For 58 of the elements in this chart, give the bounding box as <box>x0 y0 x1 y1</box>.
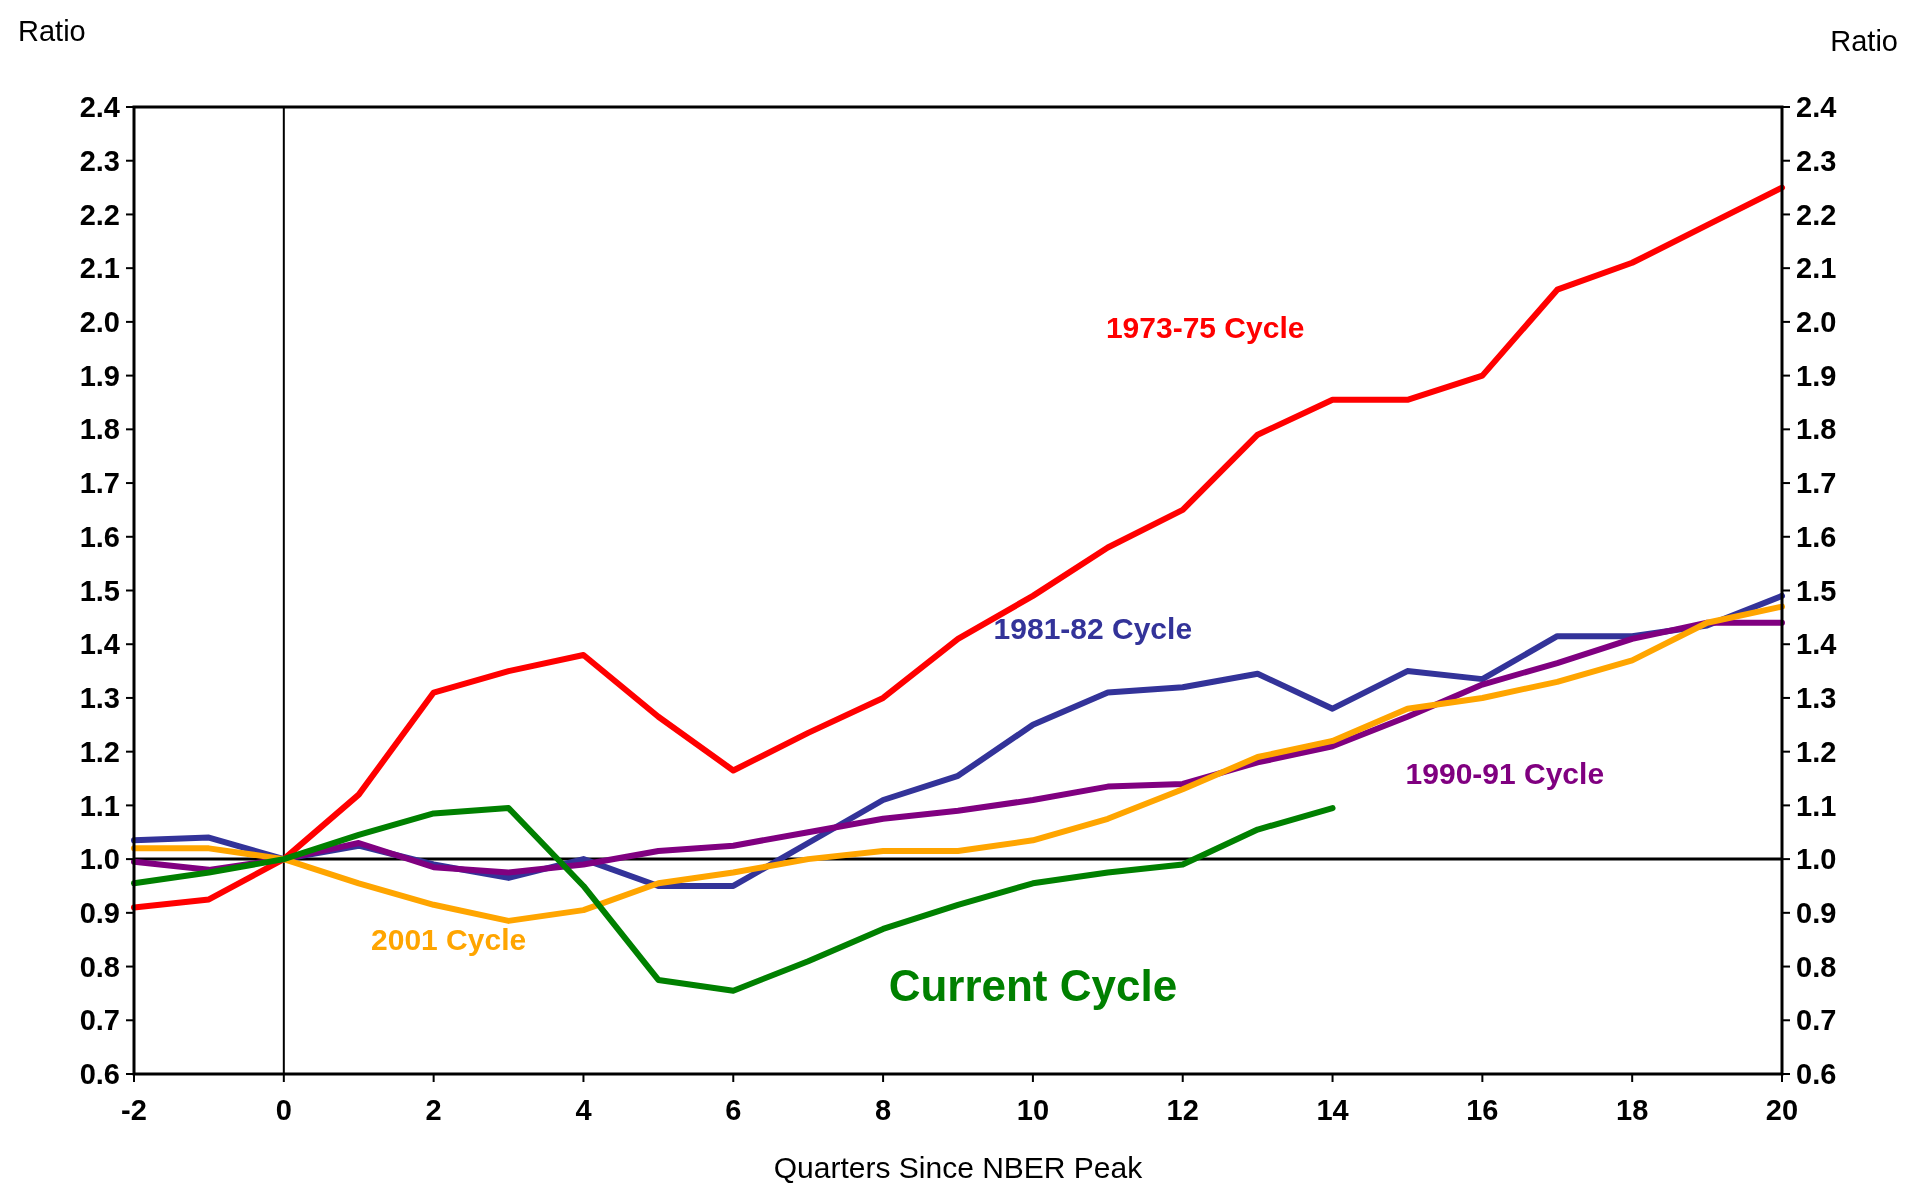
y2-tick-label: 2.1 <box>1796 252 1837 285</box>
y-tick-label: 2.4 <box>79 91 120 124</box>
y2-tick-label: 0.7 <box>1796 1004 1837 1037</box>
y2-tick-label: 0.6 <box>1796 1058 1837 1091</box>
x-tick-label: 18 <box>1616 1094 1649 1126</box>
x-tick-label: 14 <box>1316 1094 1349 1126</box>
y-tick-label: 1.4 <box>79 628 120 661</box>
x-axis-title: Quarters Since NBER Peak <box>773 1151 1144 1184</box>
y-tick-label: 1.1 <box>79 789 120 822</box>
x-tick-label: -2 <box>121 1094 147 1126</box>
y-tick-label: 2.0 <box>79 306 120 339</box>
x-tick-label: 4 <box>575 1094 592 1126</box>
y2-tick-label: 2.4 <box>1796 91 1837 124</box>
y2-tick-label: 1.1 <box>1796 789 1837 822</box>
y2-tick-label: 1.9 <box>1796 359 1837 392</box>
x-tick-label: 20 <box>1765 1094 1799 1126</box>
y-tick-label: 1.2 <box>79 735 120 768</box>
y-tick-label: 1.9 <box>79 359 120 392</box>
y2-tick-label: 1.7 <box>1796 467 1837 500</box>
y2-tick-label: 1.2 <box>1796 735 1837 768</box>
x-tick-label: 12 <box>1166 1094 1199 1126</box>
series-label: 2001 Cycle <box>371 923 527 957</box>
series-label: Current Cycle <box>888 961 1178 1011</box>
y2-tick-label: 0.9 <box>1796 896 1837 929</box>
y-tick-label: 1.6 <box>79 520 120 553</box>
series-label: 1981-82 Cycle <box>993 611 1193 645</box>
y-tick-label: 2.2 <box>79 198 120 231</box>
y2-axis-title: Ratio <box>1830 25 1898 57</box>
y-tick-label: 0.6 <box>79 1058 120 1091</box>
x-tick-label: 8 <box>875 1094 892 1126</box>
text: 1973-75 Cycle <box>1105 311 1305 345</box>
y-tick-label: 1.7 <box>79 467 120 500</box>
y-tick-label: 0.9 <box>79 896 120 929</box>
x-tick-label: 16 <box>1466 1094 1499 1126</box>
y-tick-label: 1.3 <box>79 682 120 715</box>
y2-tick-label: 1.6 <box>1796 520 1837 553</box>
series-label: 1990-91 Cycle <box>1405 756 1605 790</box>
y2-tick-label: 2.0 <box>1796 306 1837 339</box>
y-tick-label: 0.8 <box>79 950 120 983</box>
y-tick-label: 2.1 <box>79 252 120 285</box>
y2-tick-label: 2.3 <box>1796 144 1837 177</box>
y2-tick-label: 1.0 <box>1796 843 1837 876</box>
x-tick-label: 6 <box>725 1094 742 1126</box>
y-axis-title: Ratio <box>18 15 86 47</box>
y2-tick-label: 1.4 <box>1796 628 1837 661</box>
y2-tick-label: 1.3 <box>1796 682 1837 715</box>
y-tick-label: 2.3 <box>79 144 120 177</box>
x-tick-label: 0 <box>275 1094 292 1126</box>
y2-tick-label: 1.8 <box>1796 413 1837 446</box>
x-tick-label: 2 <box>425 1094 442 1126</box>
y-tick-label: 1.0 <box>79 843 120 876</box>
y-tick-label: 1.5 <box>79 574 120 607</box>
y-tick-label: 1.8 <box>79 413 120 446</box>
x-tick-label: 10 <box>1016 1094 1050 1126</box>
y2-tick-label: 1.5 <box>1796 574 1837 607</box>
y-tick-label: 0.7 <box>79 1004 120 1037</box>
y2-tick-label: 2.2 <box>1796 198 1837 231</box>
y2-tick-label: 0.8 <box>1796 950 1837 983</box>
